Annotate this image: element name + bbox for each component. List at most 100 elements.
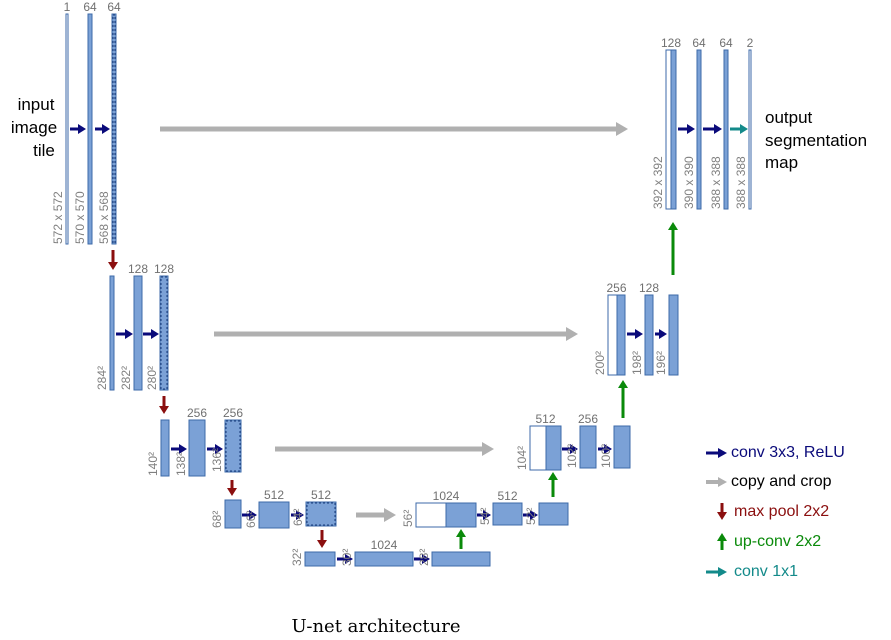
- feature-map-b2: [354, 551, 414, 567]
- feature-map-l4c: [305, 501, 337, 527]
- block-rect: [224, 419, 242, 473]
- block-rect: [159, 275, 169, 391]
- block-rect: [304, 551, 336, 567]
- size-label: 104²: [515, 446, 529, 470]
- legend-swatch-pool: [717, 503, 727, 520]
- conv-arrow: [414, 554, 430, 564]
- block-rect: [431, 551, 491, 567]
- feature-map-l1a: [65, 13, 69, 245]
- output-label-line-3: map: [765, 153, 798, 172]
- channel-label: 64: [692, 36, 706, 50]
- feature-map-b1: [304, 551, 336, 567]
- size-label: 388 x 388: [734, 156, 748, 209]
- channel-label: 512: [535, 412, 555, 426]
- feature-map-l1b: [87, 13, 93, 245]
- copy-crop-arrow: [160, 122, 628, 136]
- size-label: 140²: [146, 452, 160, 476]
- conv-arrow: [95, 124, 110, 134]
- block-rect: [668, 294, 679, 376]
- conv-arrow: [678, 124, 695, 134]
- output-label-line-1: output: [765, 108, 813, 127]
- size-label: 102²: [565, 444, 579, 468]
- feature-map-l3c: [224, 419, 242, 473]
- feature-map-u3a: [529, 425, 562, 471]
- feature-map-u4b: [492, 502, 523, 526]
- channel-label: 512: [264, 488, 284, 502]
- crop-region: [306, 502, 336, 526]
- channel-label: 1024: [371, 538, 398, 552]
- feature-map-u3b: [579, 425, 597, 469]
- crop-region: [160, 276, 168, 390]
- feature-map-u4a: [415, 502, 477, 528]
- channel-label: 256: [223, 406, 243, 420]
- legend-label-upconv: up-conv 2x2: [734, 533, 821, 550]
- channel-label: 128: [154, 262, 174, 276]
- legend-label-conv1x1: conv 1x1: [734, 563, 798, 580]
- block-rect: [579, 425, 597, 469]
- feature-map-l4a: [224, 499, 242, 529]
- maxpool-arrow: [159, 396, 169, 414]
- output-label-line-2: segmentation: [765, 131, 867, 150]
- upconv-arrow: [548, 472, 558, 497]
- cropped-copy-part: [607, 294, 618, 376]
- size-label: 56²: [401, 510, 415, 527]
- channel-label: 64: [83, 0, 97, 14]
- legend-swatch-upconv: [717, 533, 727, 550]
- input-label-line-2: image: [11, 118, 57, 137]
- feature-map-l2a: [109, 275, 115, 391]
- figure-caption: U-net architecture: [292, 616, 461, 637]
- channel-label: 2: [747, 36, 754, 50]
- copy-crop-arrow: [214, 327, 578, 341]
- block-rect: [723, 49, 729, 210]
- size-label: 390 x 390: [682, 156, 696, 209]
- maxpool-arrow: [317, 530, 327, 548]
- size-label: 196²: [654, 351, 668, 375]
- legend-swatch-conv: [706, 448, 727, 458]
- cropped-copy-part: [415, 502, 447, 528]
- feature-map-u4c: [538, 502, 569, 526]
- channel-label: 512: [311, 488, 331, 502]
- conv-arrow: [171, 444, 187, 454]
- conv-arrow: [291, 510, 304, 520]
- legend-swatch-conv1x1: [706, 567, 727, 577]
- block-rect: [111, 13, 117, 245]
- block-rect: [87, 13, 93, 245]
- conv1x1-arrow: [730, 124, 748, 134]
- size-label: 136²: [210, 448, 224, 472]
- size-label: 64²: [291, 509, 305, 526]
- size-label: 570 x 570: [73, 191, 87, 244]
- block-rect: [160, 419, 170, 477]
- feature-map-l1c: [111, 13, 117, 245]
- crop-region: [112, 14, 116, 244]
- channel-label: 128: [639, 281, 659, 295]
- channel-label: 256: [578, 412, 598, 426]
- block-rect: [305, 501, 337, 527]
- legend-swatch-copy: [706, 477, 727, 487]
- conv-arrow: [242, 510, 257, 520]
- upconv-arrow: [668, 222, 678, 275]
- block-rect: [188, 419, 206, 477]
- upconv-part: [616, 294, 626, 376]
- feature-map-l3b: [188, 419, 206, 477]
- size-label: 54²: [478, 508, 492, 525]
- conv-arrow: [116, 329, 133, 339]
- legend-label-pool: max pool 2x2: [734, 503, 829, 520]
- copy-crop-arrow: [356, 508, 396, 522]
- channel-label: 256: [606, 281, 626, 295]
- block-rect: [613, 425, 631, 469]
- channel-label: 1024: [433, 489, 460, 503]
- size-label: 388 x 388: [709, 156, 723, 209]
- input-label-line-3: tile: [33, 141, 55, 160]
- legend: conv 3x3, ReLU copy and crop max pool 2x…: [706, 444, 845, 580]
- conv-arrow: [143, 329, 159, 339]
- conv-arrow: [703, 124, 722, 134]
- legend-label-copy: copy and crop: [731, 473, 832, 490]
- conv-arrow: [207, 444, 223, 454]
- size-label: 30²: [340, 549, 354, 566]
- conv-arrow: [562, 444, 578, 454]
- cropped-copy-part: [529, 425, 547, 471]
- channel-label: 1: [64, 0, 71, 14]
- channel-label: 128: [128, 262, 148, 276]
- size-label: 66²: [244, 511, 258, 528]
